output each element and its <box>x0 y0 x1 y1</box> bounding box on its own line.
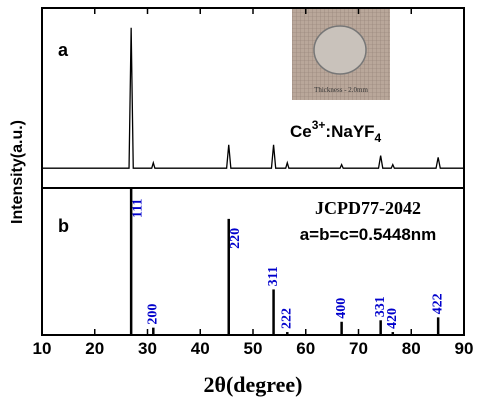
hkl-label: 422 <box>430 293 445 314</box>
compound-part: 3+ <box>312 118 326 132</box>
hkl-label: 400 <box>334 298 349 319</box>
inset-photo: Thickness - 2.0mm <box>292 8 390 100</box>
x-tick-label: 70 <box>349 339 368 358</box>
panel-label: a <box>58 40 69 60</box>
panel-frame <box>41 7 465 189</box>
hkl-label: 111 <box>130 199 145 218</box>
y-axis-label: Intensity(a.u.) <box>9 120 26 224</box>
inset-disk <box>313 25 367 75</box>
panel-label: b <box>58 216 69 236</box>
hkl-label: 222 <box>280 308 295 329</box>
x-tick-label: 30 <box>138 339 157 358</box>
x-tick-label: 90 <box>455 339 474 358</box>
x-tick-label: 20 <box>85 339 104 358</box>
spectrum-line <box>42 27 464 169</box>
compound-part: :NaYF <box>325 122 374 141</box>
lattice-parameter: a=b=c=0.5448nm <box>300 225 437 244</box>
compound-label: Ce3+:NaYF4 <box>290 118 382 145</box>
x-tick-label: 80 <box>402 339 421 358</box>
x-tick-label: 10 <box>33 339 52 358</box>
hkl-label: 331 <box>373 296 388 317</box>
compound-part: Ce <box>290 122 312 141</box>
hkl-label: 420 <box>385 308 400 329</box>
x-tick-label: 60 <box>296 339 315 358</box>
hkl-label: 311 <box>266 266 281 286</box>
hkl-label: 220 <box>228 228 243 249</box>
x-tick-label: 50 <box>244 339 263 358</box>
hkl-label: 200 <box>146 304 161 325</box>
x-tick-label: 40 <box>191 339 210 358</box>
x-axis-label: 2θ(degree) <box>203 372 302 397</box>
reference-card: JCPD77-2042 <box>315 198 421 218</box>
inset-text: Thickness - 2.0mm <box>314 86 368 94</box>
compound-part: 4 <box>375 131 382 145</box>
